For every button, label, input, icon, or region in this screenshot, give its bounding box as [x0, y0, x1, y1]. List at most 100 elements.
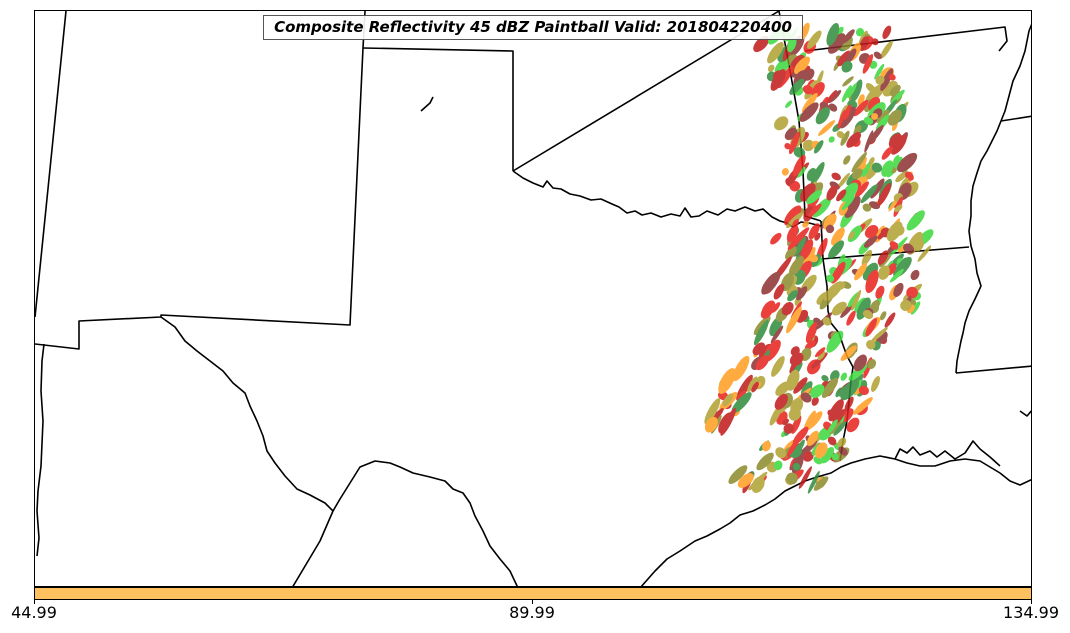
paintball-blob [818, 120, 836, 136]
paintball-blob [788, 256, 804, 277]
paintball-blob [737, 390, 746, 400]
map-canvas [35, 11, 1031, 586]
paintball-blob [853, 99, 869, 117]
border-az-nm [35, 11, 67, 318]
border-rio-grande-tx [160, 316, 518, 586]
paintball-blob [806, 190, 822, 205]
paintball-blob [760, 304, 774, 319]
border-mississippi [955, 23, 1031, 374]
paintball-blob [821, 375, 829, 382]
paintball-blob [802, 451, 814, 462]
paintball-blob [815, 347, 826, 358]
paintball-blob [827, 436, 837, 446]
paintball-blob [853, 397, 873, 415]
paintball-blob [856, 297, 871, 320]
paintball-blob [769, 317, 783, 337]
paintball-blob [862, 309, 874, 320]
paintball-blob [862, 203, 872, 212]
paintball-blob [838, 385, 850, 397]
paintball-blob [846, 132, 862, 148]
paintball-blob [803, 68, 815, 81]
paintball-blob [802, 221, 809, 228]
paintball-blob [871, 327, 888, 342]
paintball-blob [728, 465, 748, 484]
paintball-blob [862, 262, 879, 281]
paintball-blob [846, 417, 860, 433]
paintball-blob [786, 472, 798, 485]
paintball-blob [906, 210, 925, 231]
paintball-blob [888, 74, 896, 81]
paintball-blob [718, 368, 736, 394]
paintball-blob [880, 311, 887, 321]
paintball-blob [893, 155, 900, 164]
paintball-blob [786, 212, 804, 229]
paintball-blob [775, 447, 787, 459]
border-la-ms [955, 365, 1031, 374]
paintball-blob [817, 351, 826, 361]
paintball-blob [890, 236, 908, 256]
paintball-blob [838, 446, 848, 456]
paintball-blob [808, 223, 820, 240]
paintball-blob [860, 184, 878, 204]
paintball-blob [873, 51, 882, 60]
paintball-blob [731, 392, 752, 414]
paintball-blob [826, 274, 835, 283]
paintball-blob [792, 154, 806, 177]
colorbar-tick-label-middle: 89.99 [509, 603, 555, 622]
paintball-blob [786, 306, 802, 334]
paintball-blob [890, 134, 907, 155]
paintball-blob [874, 63, 885, 80]
paintball-blob [831, 301, 847, 316]
paintball-blob [789, 131, 800, 155]
paintball-blob [800, 239, 814, 260]
paintball-blob [871, 112, 879, 120]
paintball-blob [828, 103, 838, 112]
paintball-blob [854, 181, 869, 198]
colorbar-tick-right [1031, 600, 1032, 604]
paintball-blob [903, 243, 915, 254]
paintball-blob [752, 342, 766, 356]
paintball-blob [842, 76, 854, 87]
paintball-blob [822, 317, 832, 326]
state-borders [35, 11, 1031, 586]
paintball-blob [783, 439, 796, 451]
paintball-blob [771, 302, 781, 313]
paintball-blob [840, 372, 848, 381]
paintball-blob [826, 330, 844, 353]
paintball-blob [784, 205, 802, 226]
paintball-blob [900, 299, 912, 311]
paintball-blob [788, 35, 805, 57]
map-panel [34, 10, 1032, 587]
paintball-blob [830, 261, 846, 284]
paintball-blob [820, 447, 835, 464]
paintball-blob [755, 355, 769, 371]
paintball-blob [864, 235, 878, 248]
paintball-blob [785, 100, 793, 108]
border-ar-mo [804, 26, 1008, 52]
paintball-blob [895, 171, 908, 183]
paintball-blob [841, 61, 853, 73]
paintball-blob [917, 245, 932, 262]
paintball-blob [761, 271, 781, 295]
paintball-blob [803, 205, 814, 222]
paintball-blob [762, 440, 771, 452]
paintball-blob [853, 354, 867, 372]
paintball-blob [751, 381, 759, 393]
paintball-blob [842, 29, 855, 44]
paintball-blob [794, 56, 810, 75]
paintball-blob [848, 231, 855, 240]
paintball-blob [836, 189, 847, 202]
paintball-blob [844, 396, 854, 412]
paintball-blob [846, 310, 856, 326]
paintball-blob [837, 50, 852, 67]
paintball-blob [800, 392, 812, 403]
paintball-blob [877, 182, 892, 206]
paintball-blob [831, 453, 839, 461]
paintball-blob [793, 377, 808, 394]
paintball-blob [833, 421, 847, 436]
paintball-blob [773, 70, 786, 83]
paintball-blob [890, 89, 905, 105]
paintball-blob [807, 253, 818, 263]
paintball-blob [870, 178, 885, 199]
paintball-blob [893, 282, 904, 297]
